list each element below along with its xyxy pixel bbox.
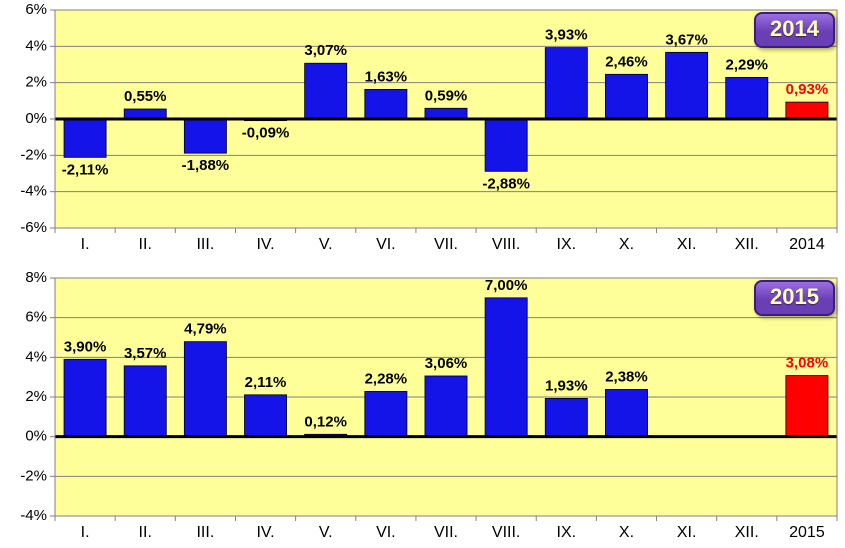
- category-label: V.: [319, 236, 333, 253]
- bar: [305, 63, 347, 119]
- value-label: 3,57%: [124, 345, 167, 362]
- bar: [64, 119, 106, 157]
- category-label: II.: [139, 524, 152, 541]
- chart-svg: -4% -2% 0% 2% 4% 6% 8% 3,90% 3,57% 4,79% 2,11% 0,12…: [0, 268, 845, 548]
- y-tick-label: 2%: [25, 388, 47, 405]
- value-label: 2,38%: [605, 368, 648, 385]
- category-label: VI.: [376, 524, 396, 541]
- value-label: 3,07%: [304, 42, 347, 59]
- category-label: XII.: [735, 524, 759, 541]
- category-label: XI.: [677, 524, 697, 541]
- category-label: IX.: [557, 236, 577, 253]
- value-label: 3,08%: [786, 355, 829, 372]
- value-label: 7,00%: [485, 277, 528, 294]
- category-label: VII.: [434, 236, 458, 253]
- value-label: 0,59%: [425, 87, 468, 104]
- bar: [605, 74, 647, 119]
- category-label: IX.: [557, 524, 577, 541]
- y-tick-label: 4%: [25, 348, 47, 365]
- y-tick-label: -2%: [20, 146, 47, 163]
- bar: [726, 77, 768, 119]
- bar: [184, 119, 226, 153]
- value-label: 0,12%: [304, 413, 347, 430]
- value-label: 3,67%: [665, 31, 708, 48]
- category-label: VIII.: [492, 236, 520, 253]
- y-tick-label: 0%: [25, 428, 47, 445]
- bar: [365, 89, 407, 119]
- bar: [545, 48, 587, 119]
- bar: [666, 52, 708, 119]
- value-label: 3,90%: [64, 338, 107, 355]
- bar: [184, 342, 226, 437]
- category-label: I.: [81, 524, 90, 541]
- bar: [244, 395, 286, 437]
- value-label: 0,93%: [786, 81, 829, 98]
- category-label: I.: [81, 236, 90, 253]
- category-label: IV.: [256, 524, 274, 541]
- category-label: IV.: [256, 236, 274, 253]
- bar: [124, 366, 166, 437]
- y-tick-label: 2%: [25, 74, 47, 91]
- value-label: 2,11%: [245, 374, 287, 391]
- bar: [365, 391, 407, 436]
- year-badge: 2015: [754, 280, 835, 316]
- y-tick-label: -2%: [20, 467, 47, 484]
- category-label: V.: [319, 524, 333, 541]
- value-label: 2,46%: [605, 53, 648, 70]
- bar: [545, 398, 587, 436]
- value-label: -1,88%: [182, 157, 230, 174]
- value-label: 2,28%: [365, 370, 408, 387]
- bar: [786, 376, 828, 437]
- bar: [425, 108, 467, 119]
- y-tick-label: -4%: [20, 183, 47, 200]
- bar: [485, 298, 527, 437]
- y-tick-label: -6%: [20, 219, 47, 236]
- chart-2014: -6% -4% -2% 0% 2% 4% 6% -2,11% 0,55% -1,88% -0,09%…: [0, 0, 845, 260]
- category-label: VIII.: [492, 524, 520, 541]
- value-label: 0,55%: [124, 88, 167, 105]
- y-tick-label: -4%: [20, 507, 47, 524]
- category-label: VI.: [376, 236, 396, 253]
- category-label: XII.: [735, 236, 759, 253]
- y-tick-label: 4%: [25, 37, 47, 54]
- charts-root: -6% -4% -2% 0% 2% 4% 6% -2,11% 0,55% -1,88% -0,09%…: [0, 0, 845, 548]
- bar: [64, 359, 106, 436]
- bar: [605, 389, 647, 436]
- bar: [485, 119, 527, 171]
- bar: [786, 102, 828, 119]
- chart-2015: -4% -2% 0% 2% 4% 6% 8% 3,90% 3,57% 4,79% 2,11% 0,12…: [0, 268, 845, 548]
- y-tick-label: 6%: [25, 1, 47, 18]
- category-label: 2015: [789, 524, 825, 541]
- category-label: 2014: [789, 236, 825, 253]
- value-label: -2,11%: [62, 161, 109, 178]
- value-label: 4,79%: [184, 321, 227, 338]
- category-label: X.: [619, 524, 634, 541]
- value-label: 3,93%: [545, 27, 588, 44]
- value-label: 1,63%: [365, 68, 408, 85]
- value-label: 3,06%: [425, 355, 468, 372]
- category-label: II.: [139, 236, 152, 253]
- value-label: 2,29%: [725, 56, 768, 73]
- value-label: -2,88%: [482, 175, 530, 192]
- value-label: 1,93%: [545, 377, 588, 394]
- chart-svg: -6% -4% -2% 0% 2% 4% 6% -2,11% 0,55% -1,88% -0,09%…: [0, 0, 845, 260]
- y-tick-label: 0%: [25, 110, 47, 127]
- year-badge: 2014: [754, 12, 835, 48]
- category-label: VII.: [434, 524, 458, 541]
- category-label: III.: [196, 524, 214, 541]
- y-tick-label: 6%: [25, 309, 47, 326]
- bar: [425, 376, 467, 437]
- category-label: X.: [619, 236, 634, 253]
- value-label: -0,09%: [242, 125, 290, 142]
- category-label: XI.: [677, 236, 697, 253]
- category-label: III.: [196, 236, 214, 253]
- y-tick-label: 8%: [25, 269, 47, 286]
